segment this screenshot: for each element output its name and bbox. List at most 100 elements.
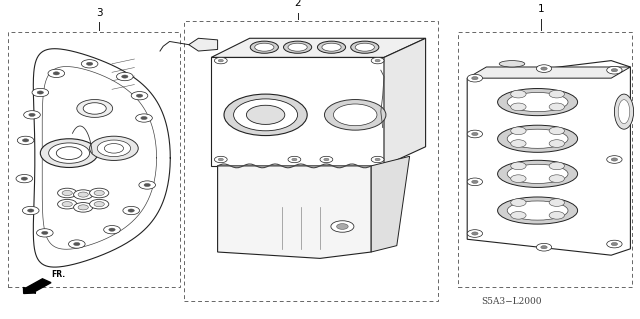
Polygon shape: [218, 166, 371, 258]
Circle shape: [549, 199, 564, 206]
Ellipse shape: [508, 201, 568, 220]
Ellipse shape: [351, 41, 379, 53]
Circle shape: [123, 206, 140, 215]
Text: 2: 2: [294, 0, 301, 8]
Circle shape: [541, 67, 547, 70]
Circle shape: [511, 90, 526, 98]
Circle shape: [549, 162, 564, 170]
Ellipse shape: [498, 88, 578, 116]
Bar: [458, 32, 632, 287]
Circle shape: [68, 240, 85, 248]
Ellipse shape: [508, 164, 568, 183]
Text: 3: 3: [96, 8, 102, 18]
Circle shape: [62, 190, 72, 196]
Circle shape: [77, 100, 113, 117]
Ellipse shape: [498, 160, 578, 188]
Circle shape: [337, 224, 348, 229]
Circle shape: [144, 183, 150, 187]
Circle shape: [74, 190, 93, 199]
Ellipse shape: [255, 43, 274, 51]
Circle shape: [90, 136, 138, 160]
Circle shape: [40, 139, 98, 167]
Circle shape: [16, 174, 33, 183]
Circle shape: [333, 104, 377, 126]
Circle shape: [78, 205, 88, 210]
Circle shape: [541, 246, 547, 249]
Circle shape: [324, 100, 386, 130]
Circle shape: [536, 65, 552, 72]
Ellipse shape: [355, 43, 374, 51]
Circle shape: [21, 177, 28, 180]
Circle shape: [22, 206, 39, 215]
Ellipse shape: [288, 43, 307, 51]
Circle shape: [467, 74, 483, 82]
Ellipse shape: [250, 41, 278, 53]
Circle shape: [53, 72, 60, 75]
Circle shape: [375, 59, 380, 62]
Circle shape: [467, 178, 483, 186]
Circle shape: [331, 221, 354, 232]
Circle shape: [549, 127, 564, 135]
Circle shape: [472, 77, 478, 80]
Circle shape: [292, 158, 297, 161]
Ellipse shape: [499, 61, 525, 67]
Bar: [184, 21, 438, 301]
Circle shape: [90, 199, 109, 209]
Circle shape: [288, 156, 301, 163]
Circle shape: [122, 75, 128, 78]
Circle shape: [511, 127, 526, 135]
Circle shape: [58, 199, 77, 209]
Circle shape: [74, 242, 80, 246]
Circle shape: [472, 180, 478, 183]
Circle shape: [214, 156, 227, 163]
Circle shape: [116, 72, 133, 81]
Polygon shape: [33, 49, 170, 267]
Polygon shape: [211, 57, 384, 166]
Circle shape: [49, 143, 90, 163]
Circle shape: [536, 243, 552, 251]
Circle shape: [37, 91, 44, 94]
Circle shape: [139, 181, 156, 189]
Circle shape: [371, 156, 384, 163]
Circle shape: [94, 202, 104, 207]
Circle shape: [22, 139, 29, 142]
Circle shape: [224, 94, 307, 136]
Circle shape: [214, 57, 227, 64]
Polygon shape: [384, 38, 426, 166]
Circle shape: [94, 190, 104, 196]
Circle shape: [136, 94, 143, 97]
Circle shape: [511, 175, 526, 182]
Circle shape: [324, 158, 329, 161]
Circle shape: [128, 209, 134, 212]
Circle shape: [234, 99, 298, 131]
Circle shape: [90, 188, 109, 198]
Polygon shape: [467, 67, 630, 78]
Circle shape: [78, 192, 88, 197]
Circle shape: [611, 242, 618, 246]
Ellipse shape: [322, 43, 341, 51]
Circle shape: [28, 209, 34, 212]
Ellipse shape: [284, 41, 312, 53]
Polygon shape: [371, 156, 410, 252]
Text: 1: 1: [538, 4, 544, 14]
Circle shape: [62, 202, 72, 207]
Circle shape: [549, 211, 564, 219]
Circle shape: [371, 57, 384, 64]
Circle shape: [109, 228, 115, 231]
Circle shape: [218, 59, 223, 62]
Circle shape: [607, 156, 622, 163]
Circle shape: [24, 111, 40, 119]
Circle shape: [29, 113, 35, 116]
FancyArrow shape: [24, 279, 51, 293]
Circle shape: [218, 158, 223, 161]
Circle shape: [472, 132, 478, 136]
Circle shape: [17, 136, 34, 145]
Circle shape: [141, 116, 147, 120]
Circle shape: [467, 230, 483, 237]
Circle shape: [607, 66, 622, 74]
Circle shape: [472, 232, 478, 235]
Ellipse shape: [508, 129, 568, 148]
Circle shape: [375, 158, 380, 161]
Circle shape: [104, 226, 120, 234]
Text: S5A3−L2000: S5A3−L2000: [482, 297, 542, 306]
